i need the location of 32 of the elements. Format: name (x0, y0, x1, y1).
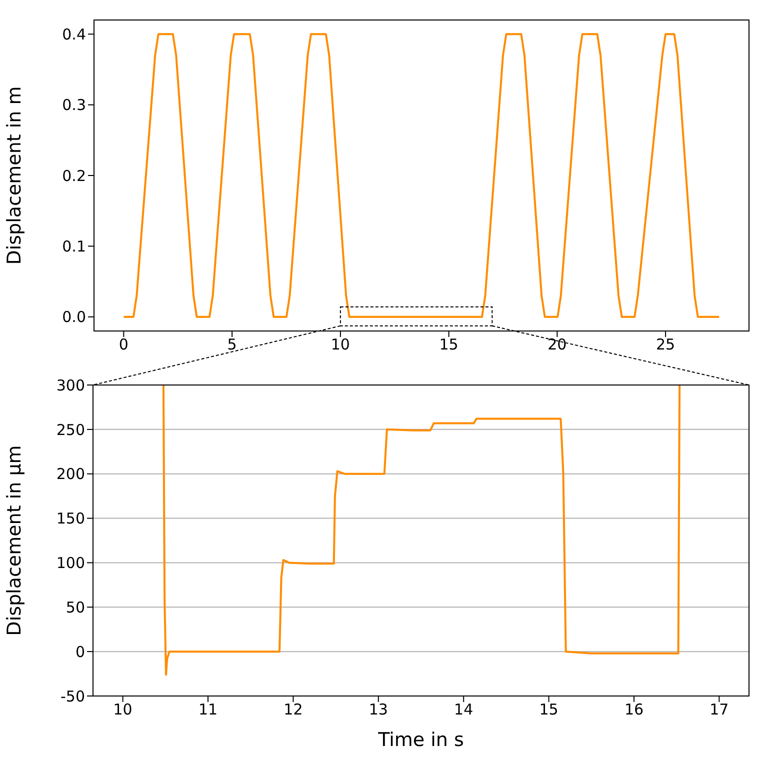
x-tick-label: 15 (439, 336, 458, 354)
x-tick-label: 12 (284, 700, 303, 719)
y-tick-label: 50 (66, 598, 85, 616)
x-tick-label: 25 (656, 336, 676, 354)
x-tick-label: 10 (113, 700, 132, 719)
x-tick-label: 17 (710, 700, 729, 719)
x-tick-label: 10 (330, 336, 350, 354)
line-series (162, 385, 681, 676)
y-axis-title: Displacement in µm (4, 445, 26, 636)
x-tick-label: 14 (454, 700, 474, 719)
x-tick-label: 13 (368, 700, 388, 719)
x-axis-title: Time in s (377, 729, 464, 751)
y-tick-label: -50 (60, 687, 85, 706)
x-tick-label: 16 (624, 700, 644, 719)
x-tick-label: 0 (118, 336, 128, 354)
y-tick-label: 0.2 (62, 166, 86, 185)
y-tick-label: 150 (56, 510, 85, 528)
y-tick-label: 250 (56, 420, 85, 439)
x-tick-label: 5 (227, 336, 237, 354)
x-tick-label: 20 (548, 336, 567, 354)
y-tick-label: 0 (75, 642, 85, 661)
x-tick-label: 11 (198, 700, 218, 719)
line-series (122, 33, 720, 318)
y-tick-label: 0.0 (62, 308, 86, 326)
x-tick-label: 15 (539, 700, 558, 719)
y-tick-label: 300 (56, 376, 85, 394)
y-tick-label: 200 (56, 465, 85, 484)
y-tick-label: 0.4 (62, 25, 86, 44)
y-axis-title: Displacement in m (4, 86, 26, 265)
y-tick-label: 0.3 (62, 96, 86, 114)
y-tick-label: 100 (56, 554, 85, 572)
y-tick-label: 0.1 (62, 238, 86, 256)
